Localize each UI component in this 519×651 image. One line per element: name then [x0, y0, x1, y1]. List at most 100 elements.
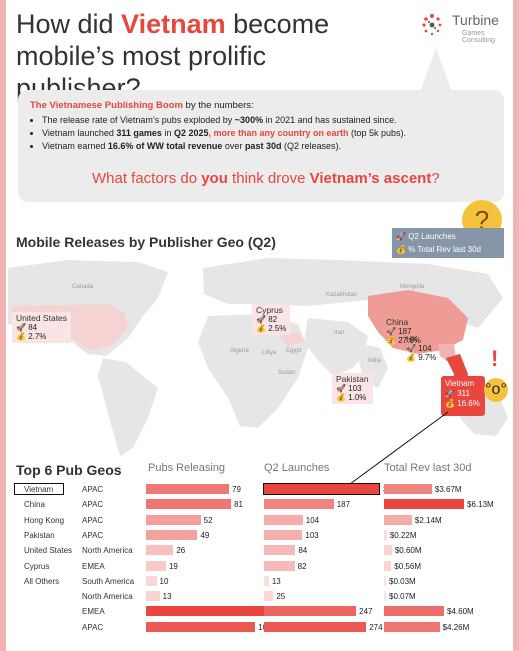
- value-launches: 187: [336, 500, 351, 510]
- bar-launches: [264, 621, 367, 632]
- bullet-2: Vietnam launched 311 games in Q2 2025, m…: [42, 127, 406, 140]
- bar-revenue: [384, 514, 412, 525]
- bar-pubs: [146, 514, 201, 525]
- value-revenue: $2.14M: [414, 515, 442, 525]
- bar-launches: [264, 575, 269, 586]
- value-revenue: $0.60M: [394, 546, 422, 556]
- row-region: APAC: [82, 530, 104, 540]
- value-launches: 104: [305, 515, 320, 525]
- map-label-cyprus: Cyprus 🚀 82 💰 2.5%: [252, 304, 291, 335]
- value-revenue: $0.03M: [389, 576, 416, 586]
- bar-revenue: [384, 545, 392, 556]
- value-revenue: $0.56M: [394, 561, 421, 571]
- world-map: Canada Kazakhstan Mongolia Algeria Libya…: [8, 258, 511, 458]
- bar-revenue: [384, 591, 386, 602]
- row-region: North America: [82, 592, 133, 602]
- bar-pubs: [146, 484, 230, 494]
- callout-bullets: The release rate of Vietnam’s pubs explo…: [22, 114, 406, 153]
- logo-subtitle: Games Consulting: [462, 30, 496, 44]
- bar-revenue: [384, 484, 432, 494]
- value-pubs: 81: [234, 500, 244, 510]
- bar-pubs: [146, 529, 198, 540]
- row-region: EMEA: [82, 561, 105, 571]
- value-pubs: 52: [203, 515, 213, 525]
- place-kazakhstan: Kazakhstan: [326, 292, 357, 298]
- bar-launches: [264, 560, 295, 571]
- bar-pubs: [146, 591, 160, 602]
- bar-launches: [264, 514, 303, 525]
- bar-pubs: [146, 606, 270, 617]
- col-header-revenue: Total Rev last 30d: [384, 462, 472, 474]
- value-revenue: $4.60M: [447, 607, 474, 617]
- value-revenue: $0.22M: [389, 530, 417, 540]
- legend-item-launches: 🚀 Q2 Launches: [396, 232, 456, 241]
- bar-launches: [264, 529, 303, 540]
- vietnam-row-highlight: [14, 483, 64, 495]
- exclamation-icon: !: [491, 346, 499, 371]
- map-label-united-states: United States 🚀 84 💰 2.7%: [12, 312, 72, 343]
- row-geo: Cyprus: [24, 561, 50, 571]
- value-launches: 25: [276, 592, 286, 602]
- bar-launches: [264, 545, 296, 556]
- row-geo: Vietnam: [24, 485, 54, 494]
- value-revenue: $0.07M: [389, 592, 416, 602]
- turbine-logo-icon: [422, 14, 442, 36]
- row-geo: China: [24, 500, 45, 510]
- place-sudan: Sudan: [278, 370, 295, 376]
- table-title: Top 6 Pub Geos: [16, 462, 122, 478]
- row-region: North America: [82, 546, 133, 556]
- callout-tail: [420, 48, 452, 92]
- value-pubs: 26: [176, 546, 186, 556]
- bar-launches: [264, 606, 357, 617]
- value-pubs: 10: [159, 576, 169, 586]
- bar-revenue: [384, 560, 392, 571]
- place-canada: Canada: [72, 284, 94, 290]
- bar-revenue: [384, 499, 464, 510]
- col-header-pubs: Pubs Releasing: [148, 462, 226, 474]
- value-revenue: $6.13M: [467, 500, 494, 510]
- vietnam-launches-highlight: [263, 483, 380, 495]
- value-revenue: $3.67M: [434, 485, 462, 494]
- bar-revenue: [384, 621, 440, 632]
- value-pubs: 19: [168, 561, 178, 571]
- row-region: APAC: [82, 622, 104, 632]
- map-label-pakistan: Pakistan 🚀 103 💰 1.0%: [332, 373, 373, 404]
- map-label-vietnam: Vietnam 🚀 311 💰 16.6%: [441, 376, 485, 416]
- col-header-launches: Q2 Launches: [264, 462, 330, 474]
- bar-pubs: [146, 499, 232, 510]
- row-geo: All Others: [24, 576, 60, 586]
- bar-launches: [264, 499, 334, 510]
- bar-revenue: [384, 606, 445, 617]
- place-egypt: Egypt: [286, 348, 302, 354]
- map-legend: 🚀 Q2 Launches 💰 % Total Rev last 30d: [392, 228, 504, 258]
- value-launches: 274: [369, 622, 383, 632]
- value-pubs: 79: [232, 485, 241, 494]
- place-mongolia: Mongolia: [400, 284, 425, 290]
- row-region: APAC: [82, 515, 104, 525]
- logo-name: Turbine: [452, 12, 499, 28]
- value-launches: 247: [359, 607, 373, 617]
- place-iran: Iran: [334, 330, 344, 336]
- bar-launches: [264, 591, 274, 602]
- bar-pubs: [146, 621, 256, 632]
- value-launches: 82: [297, 561, 307, 571]
- value-pubs: 13: [162, 592, 172, 602]
- bar-pubs: [146, 575, 157, 586]
- value-launches: 13: [271, 576, 281, 586]
- bar-pubs: [146, 560, 166, 571]
- row-region: APAC: [82, 485, 104, 494]
- map-label-china: China 🚀 187 💰 27.6%: [386, 317, 421, 346]
- value-pubs: 49: [200, 530, 210, 540]
- row-region: EMEA: [82, 607, 105, 617]
- row-geo: Hong Kong: [24, 515, 65, 525]
- value-launches: 103: [305, 530, 319, 540]
- callout-box: The Vietnamese Publishing Boom by the nu…: [18, 90, 504, 240]
- row-region: South America: [82, 576, 135, 586]
- value-launches: 84: [298, 546, 308, 556]
- bar-revenue: [384, 575, 386, 586]
- bar-revenue: [384, 529, 387, 540]
- question-text: What factors do you think drove Vietnam’…: [92, 170, 440, 187]
- bar-launches: [264, 484, 380, 494]
- place-india: India: [368, 358, 382, 364]
- bullet-3: Vietnam earned 16.6% of WW total revenue…: [42, 140, 406, 153]
